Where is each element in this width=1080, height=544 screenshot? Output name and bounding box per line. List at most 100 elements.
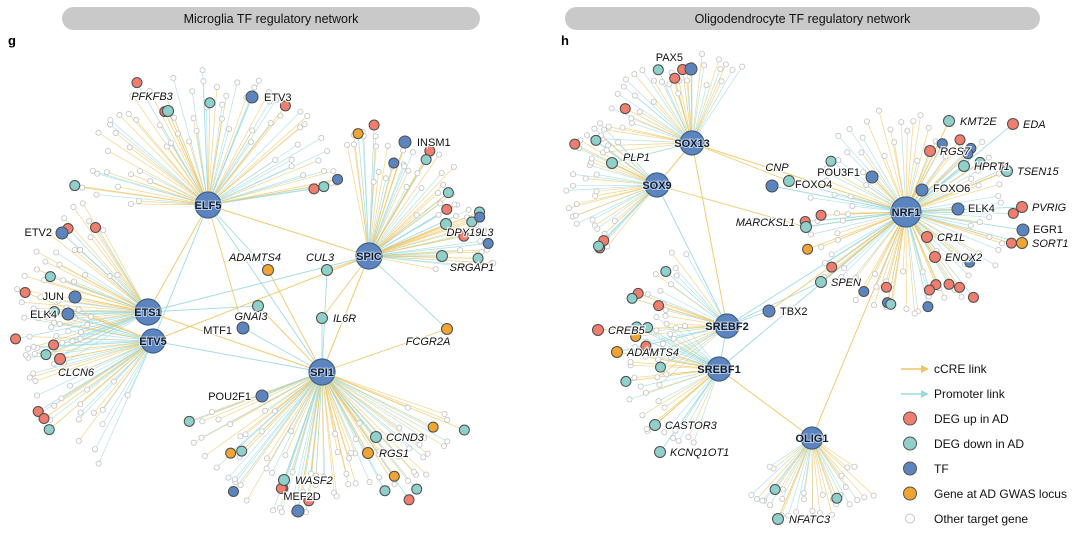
gene-node-RGS7: [924, 145, 936, 157]
down-gene-node: [458, 424, 470, 436]
gene-label-CLCN6: CLCN6: [58, 367, 95, 379]
gene-label-HPRT1: HPRT1: [974, 161, 1010, 173]
target-gene-node: [487, 266, 494, 273]
target-gene-node: [168, 140, 175, 147]
target-gene-node: [986, 214, 993, 221]
legend: cCRE link Promoter link DEG up in AD DEG do…: [900, 356, 1080, 531]
gene-label-POU2F1: POU2F1: [208, 391, 251, 403]
target-gene-node: [662, 312, 669, 319]
down-gene-node: [592, 240, 604, 252]
target-gene-node: [663, 371, 670, 378]
target-gene-node: [809, 515, 816, 522]
target-gene-node: [659, 78, 666, 85]
target-gene-node: [396, 424, 403, 431]
gene-node-MARCKSL1: [800, 221, 812, 233]
target-gene-node: [115, 183, 122, 190]
target-gene-node: [846, 279, 853, 286]
target-gene-node: [995, 170, 1002, 177]
up-gene-node: [38, 413, 50, 425]
target-gene-node: [631, 71, 638, 78]
gene-node-POU2F1: [255, 389, 269, 403]
target-gene-node: [247, 138, 254, 145]
target-gene-node: [237, 482, 244, 489]
target-gene-node: [403, 183, 410, 190]
target-gene-node: [30, 305, 37, 312]
other-target-gene-dot-icon: [900, 511, 934, 526]
target-gene-node: [673, 272, 680, 279]
target-gene-node: [405, 167, 412, 174]
target-gene-node: [701, 62, 708, 69]
gene-node-TSEN15: [1001, 165, 1013, 177]
up-gene-node: [619, 103, 631, 115]
gene-label-CCND3: CCND3: [386, 432, 425, 444]
target-gene-node: [465, 206, 472, 213]
target-gene-node: [304, 112, 311, 119]
target-gene-node: [904, 127, 911, 134]
target-gene-node: [683, 251, 690, 258]
target-gene-node: [650, 77, 657, 84]
target-gene-node: [477, 238, 484, 245]
down-gene-node: [379, 485, 391, 497]
gwas-gene-node: [427, 421, 439, 433]
target-gene-node: [266, 98, 273, 105]
target-gene-node: [925, 124, 932, 131]
target-gene-node: [321, 477, 328, 484]
down-gene-node: [885, 298, 897, 310]
target-gene-node: [255, 77, 262, 84]
target-gene-node: [418, 185, 425, 192]
target-gene-node: [405, 477, 412, 484]
target-gene-node: [583, 132, 590, 139]
gene-label-FCGR2A: FCGR2A: [406, 336, 451, 348]
ccre-link-arrow-icon: [900, 363, 934, 375]
target-gene-node: [395, 453, 402, 460]
gene-node-ETV3: [245, 90, 259, 104]
down-gene-node: [183, 415, 195, 427]
target-gene-node: [125, 111, 132, 118]
target-gene-node: [656, 381, 663, 388]
target-gene-node: [300, 172, 307, 179]
target-gene-node: [79, 200, 86, 207]
legend-item-label: DEG down in AD: [934, 436, 1025, 451]
target-gene-node: [839, 217, 846, 224]
target-gene-node: [588, 155, 595, 162]
target-gene-node: [667, 331, 674, 338]
target-gene-node: [863, 118, 870, 125]
up-gene-node: [308, 183, 320, 195]
gene-node-GNAI3: [252, 300, 264, 312]
target-gene-node: [95, 129, 102, 136]
target-gene-node: [722, 61, 729, 68]
target-gene-node: [652, 271, 659, 278]
target-gene-node: [846, 126, 853, 133]
target-gene-node: [420, 454, 427, 461]
target-gene-node: [30, 343, 37, 350]
gene-node-TBX2: [762, 304, 776, 318]
target-gene-node: [55, 297, 62, 304]
gene-label-MTF1: MTF1: [203, 325, 232, 337]
target-gene-node: [887, 126, 894, 133]
gene-label-MARCKSL1: MARCKSL1: [736, 217, 795, 229]
gene-label-ADAMTS4: ADAMTS4: [228, 252, 281, 264]
target-gene-node: [844, 464, 851, 471]
down-gene-node: [236, 445, 248, 457]
target-gene-node: [636, 108, 643, 115]
target-gene-node: [900, 268, 907, 275]
up-gene-node: [303, 495, 315, 507]
hub-label-NRF1: NRF1: [892, 207, 921, 219]
target-gene-node: [423, 471, 430, 478]
gwas-gene-node: [225, 447, 237, 459]
target-gene-node: [779, 495, 786, 502]
legend-item-label: Promoter link: [934, 386, 1005, 401]
target-gene-node: [42, 258, 49, 265]
target-gene-node: [414, 170, 421, 177]
gene-node-CLCN6: [54, 353, 66, 365]
target-gene-node: [800, 490, 807, 497]
target-gene-node: [457, 247, 464, 254]
target-gene-node: [639, 412, 646, 419]
target-gene-node: [779, 486, 786, 493]
target-gene-node: [654, 374, 661, 381]
target-gene-node: [965, 272, 972, 279]
gene-node-JUN: [68, 290, 82, 304]
target-gene-node: [841, 265, 848, 272]
target-gene-node: [753, 496, 760, 503]
